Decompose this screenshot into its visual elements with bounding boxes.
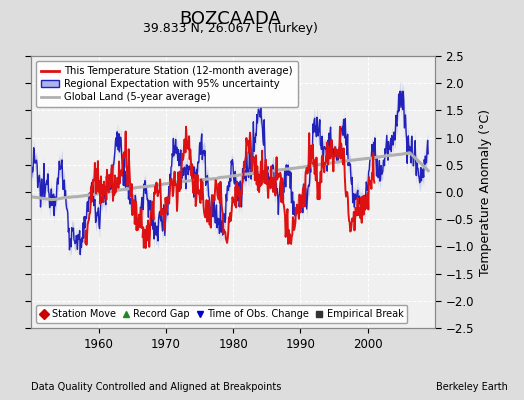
Y-axis label: Temperature Anomaly (°C): Temperature Anomaly (°C) [479,108,493,276]
Legend: Station Move, Record Gap, Time of Obs. Change, Empirical Break: Station Move, Record Gap, Time of Obs. C… [36,305,408,323]
Text: Data Quality Controlled and Aligned at Breakpoints: Data Quality Controlled and Aligned at B… [31,382,282,392]
Text: Berkeley Earth: Berkeley Earth [436,382,508,392]
Text: 39.833 N, 26.067 E (Turkey): 39.833 N, 26.067 E (Turkey) [143,22,318,35]
Text: BOZCAADA: BOZCAADA [180,10,281,28]
